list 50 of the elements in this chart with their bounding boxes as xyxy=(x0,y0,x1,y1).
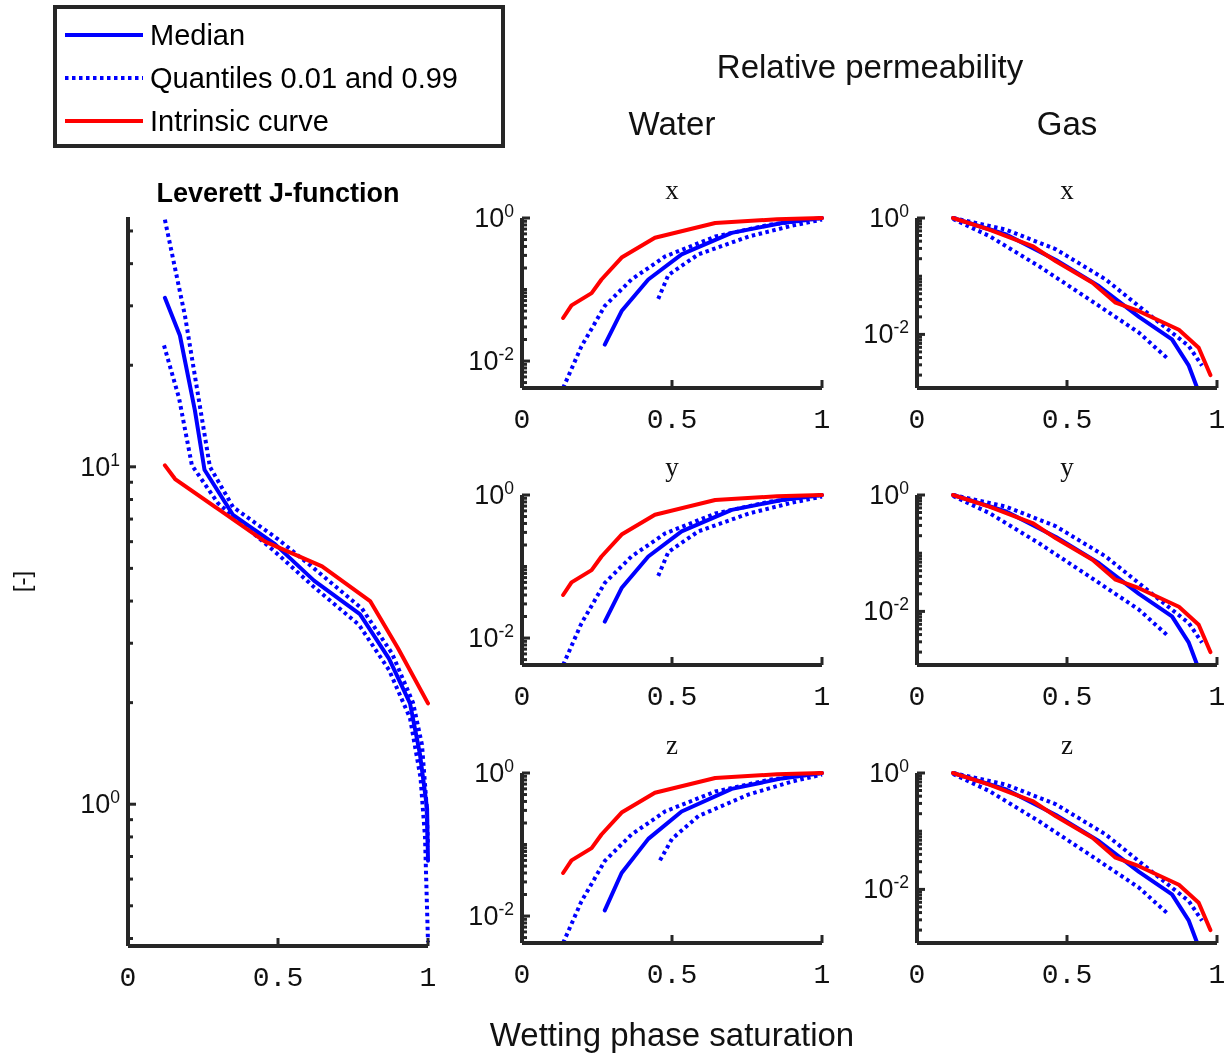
x-tick-label: 1 xyxy=(1208,682,1226,713)
y-axis-title: [-] xyxy=(8,570,35,593)
y-tick-label: 10$^{-2}$ xyxy=(863,317,909,350)
x-tick-label: 1 xyxy=(1208,960,1226,991)
chart-title: y xyxy=(665,452,680,482)
x-tick-label: 0.5 xyxy=(1041,960,1093,991)
y-tick-label: 10$^{0}$ xyxy=(80,787,121,820)
x-tick-label: 0.5 xyxy=(1041,405,1093,436)
x-tick-label: 0 xyxy=(908,405,926,436)
x-tick-label: 0 xyxy=(513,960,531,991)
y-tick-label: 10$^{0}$ xyxy=(474,756,515,788)
y-tick-label: 10$^{0}$ xyxy=(869,478,910,510)
chart-subtitle: x xyxy=(665,175,680,205)
chart-title: Water xyxy=(628,105,716,142)
y-tick-label: 10$^{1}$ xyxy=(80,449,120,482)
y-tick-label: 10$^{0}$ xyxy=(474,478,515,510)
y-tick-label: 10$^{0}$ xyxy=(474,201,515,233)
text: Relative permeability xyxy=(716,48,1024,85)
x-tick-label: 1 xyxy=(813,682,831,713)
y-tick-label: 10$^{0}$ xyxy=(869,756,910,788)
x-tick-label: 0.5 xyxy=(646,960,698,991)
x-tick-label: 1 xyxy=(419,963,437,994)
x-tick-label: 0 xyxy=(119,963,137,994)
x-tick-label: 1 xyxy=(1208,405,1226,436)
x-tick-label: 0 xyxy=(908,682,926,713)
legend-label: Median xyxy=(150,19,246,51)
x-tick-label: 0.5 xyxy=(646,682,698,713)
legend-label: Intrinsic curve xyxy=(150,105,329,137)
x-tick-label: 0 xyxy=(513,682,531,713)
y-tick-label: 10$^{-2}$ xyxy=(468,621,514,654)
chart-title: Leverett J-function xyxy=(156,178,400,208)
chart-title: z xyxy=(666,730,679,760)
x-tick-label: 0 xyxy=(908,960,926,991)
chart-title: z xyxy=(1061,730,1074,760)
chart-title: y xyxy=(1060,452,1075,482)
chart-title: Gas xyxy=(1036,105,1098,142)
x-tick-label: 1 xyxy=(813,960,831,991)
chart-subtitle: x xyxy=(1060,175,1075,205)
y-tick-label: 10$^{-2}$ xyxy=(468,344,514,377)
x-axis-title: Wetting phase saturation xyxy=(489,1016,855,1053)
y-tick-label: 10$^{-2}$ xyxy=(863,872,909,905)
x-tick-label: 0 xyxy=(513,405,531,436)
x-tick-label: 0.5 xyxy=(1041,682,1093,713)
legend-label: Quantiles 0.01 and 0.99 xyxy=(150,62,458,94)
x-tick-label: 0.5 xyxy=(646,405,698,436)
x-tick-label: 0.5 xyxy=(252,963,304,994)
x-tick-label: 1 xyxy=(813,405,831,436)
y-tick-label: 10$^{-2}$ xyxy=(468,899,514,932)
y-tick-label: 10$^{0}$ xyxy=(869,201,910,233)
y-tick-label: 10$^{-2}$ xyxy=(863,594,909,627)
